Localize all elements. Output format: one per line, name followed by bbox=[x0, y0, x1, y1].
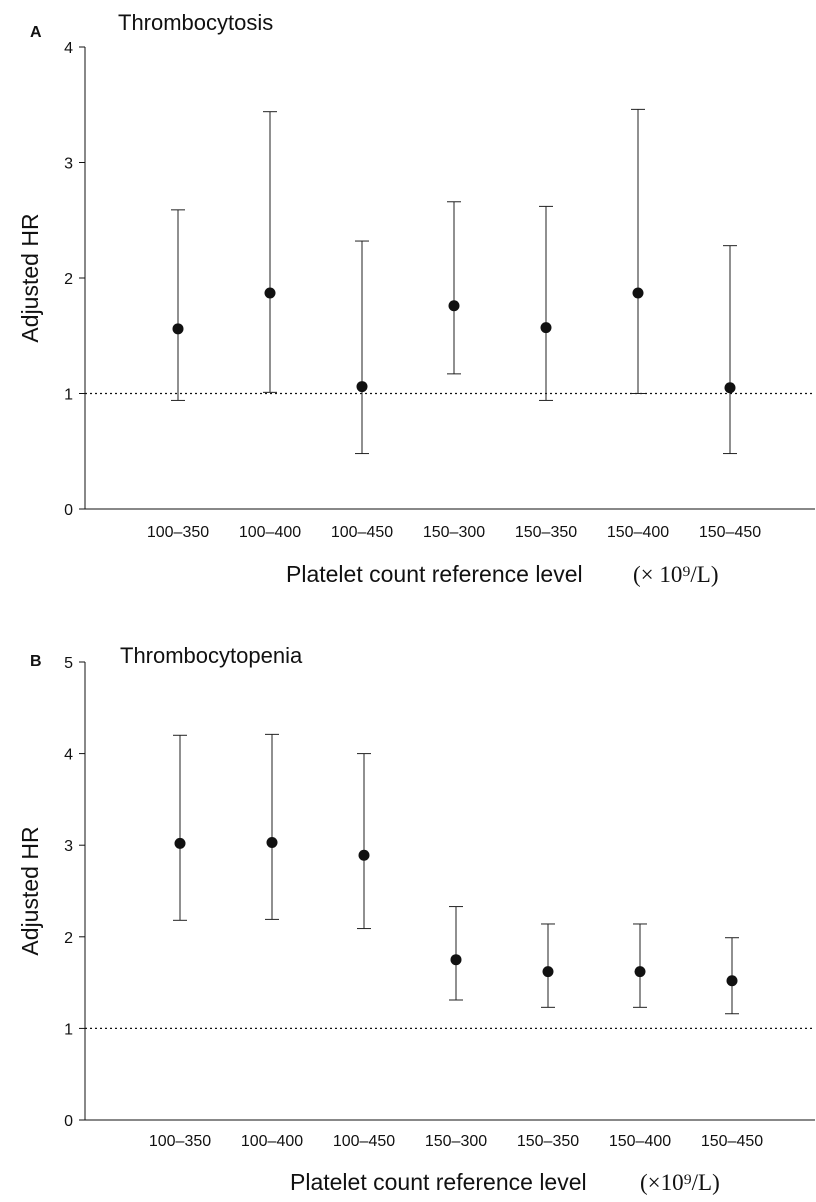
x-tick-label: 150–300 bbox=[423, 524, 485, 541]
y-tick-label: 2 bbox=[64, 271, 73, 288]
x-tick-label: 150–400 bbox=[607, 524, 669, 541]
y-tick-label: 3 bbox=[64, 156, 73, 173]
x-tick-label: 150–450 bbox=[699, 524, 761, 541]
data-point bbox=[632, 287, 644, 299]
x-axis-unit: (×10⁹/L) bbox=[640, 1170, 720, 1195]
panel-letter: B bbox=[30, 653, 42, 670]
y-axis-title: Adjusted HR bbox=[17, 826, 43, 955]
y-tick-label: 1 bbox=[64, 1021, 73, 1038]
data-point bbox=[542, 966, 554, 978]
x-axis-title: Platelet count reference level bbox=[290, 1169, 587, 1195]
chart-panel-a: A Thrombocytosis 0 1 2 3 4 Adjusted HR 100–350 10… bbox=[17, 10, 815, 587]
x-tick-label: 100–450 bbox=[333, 1133, 395, 1150]
data-point bbox=[448, 300, 460, 312]
x-tick-label: 150–350 bbox=[515, 524, 577, 541]
x-tick-label: 150–450 bbox=[701, 1133, 763, 1150]
y-tick-label: 4 bbox=[64, 747, 73, 764]
y-tick-label: 2 bbox=[64, 930, 73, 947]
x-tick-label: 150–400 bbox=[609, 1133, 671, 1150]
data-point bbox=[726, 975, 738, 987]
x-tick-label: 100–350 bbox=[147, 524, 209, 541]
x-tick-label: 100–350 bbox=[149, 1133, 211, 1150]
chart-title: Thrombocytosis bbox=[118, 10, 273, 35]
data-point bbox=[540, 322, 552, 334]
y-tick-label: 5 bbox=[64, 655, 73, 672]
x-tick-label: 100–400 bbox=[239, 524, 301, 541]
x-axis-unit: (× 10⁹/L) bbox=[633, 562, 719, 587]
y-tick-label: 0 bbox=[64, 1113, 73, 1130]
chart-title: Thrombocytopenia bbox=[120, 643, 303, 668]
data-point bbox=[172, 323, 184, 335]
x-tick-label: 150–350 bbox=[517, 1133, 579, 1150]
y-tick-label: 3 bbox=[64, 838, 73, 855]
y-tick-label: 0 bbox=[64, 502, 73, 519]
y-tick-label: 1 bbox=[64, 387, 73, 404]
chart-panel-b: B Thrombocytopenia 0 1 2 3 4 5 Adjusted HR 100–35… bbox=[17, 643, 815, 1195]
x-tick-label: 150–300 bbox=[425, 1133, 487, 1150]
data-point bbox=[174, 837, 186, 849]
x-axis-title: Platelet count reference level bbox=[286, 561, 583, 587]
y-axis-title: Adjusted HR bbox=[17, 213, 43, 342]
data-point bbox=[634, 966, 646, 978]
data-point bbox=[724, 382, 736, 394]
data-point bbox=[358, 849, 370, 861]
x-tick-label: 100–400 bbox=[241, 1133, 303, 1150]
y-tick-label: 4 bbox=[64, 40, 73, 57]
panel-letter: A bbox=[30, 24, 42, 41]
data-point bbox=[266, 836, 278, 848]
x-tick-label: 100–450 bbox=[331, 524, 393, 541]
data-point bbox=[264, 287, 276, 299]
data-point bbox=[356, 381, 368, 393]
data-point bbox=[450, 954, 462, 966]
